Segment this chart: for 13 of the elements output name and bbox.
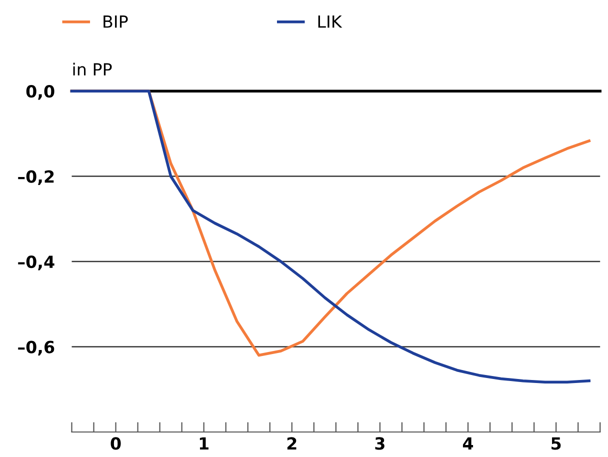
x-tick-label: 2 bbox=[287, 437, 296, 450]
x-tick-label: 4 bbox=[462, 437, 474, 450]
y-tick-label: –0,4 bbox=[18, 256, 54, 270]
x-tick-label: 5 bbox=[552, 437, 561, 450]
x-tick-label: 0 bbox=[110, 437, 121, 450]
y-tick-label: –0,2 bbox=[18, 170, 54, 186]
x-tick-label: 3 bbox=[375, 437, 384, 450]
legend-label: LIK bbox=[318, 16, 342, 28]
y-axis-title: in PP bbox=[73, 62, 112, 76]
y-tick-label: 0,0 bbox=[26, 85, 54, 100]
x-tick-label: 1 bbox=[200, 437, 208, 450]
legend-label: BIP bbox=[104, 16, 128, 28]
y-tick-label: –0,6 bbox=[18, 340, 54, 356]
